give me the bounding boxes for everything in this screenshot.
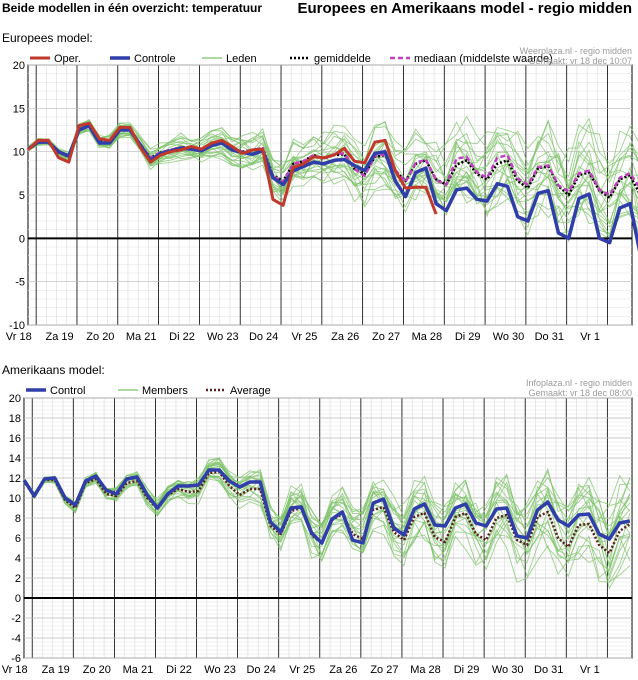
y-tick-label: 20 (9, 393, 21, 405)
x-tick-label: Ma 28 (410, 664, 441, 676)
x-tick-label: Za 26 (331, 331, 359, 343)
x-tick-label: Zo 27 (372, 331, 400, 343)
y-tick-label: 16 (9, 433, 21, 445)
member-series-line (27, 130, 638, 243)
x-tick-label: Vr 18 (6, 331, 32, 343)
x-tick-label: Ma 21 (123, 664, 154, 676)
x-tick-label: Zo 20 (83, 664, 111, 676)
y-tick-label: 20 (13, 60, 25, 72)
x-tick-label: Zo 20 (86, 331, 114, 343)
y-tick-label: 0 (15, 593, 21, 605)
x-tick-label: Za 19 (42, 664, 70, 676)
x-tick-label: Wo 23 (204, 664, 236, 676)
y-tick-label: 8 (15, 513, 21, 525)
x-tick-label: Zo 27 (370, 664, 398, 676)
x-tick-label: Wo 30 (493, 331, 525, 343)
made-timestamp: Gemaakt: vr 18 dec 08:00 (528, 388, 632, 398)
made-timestamp: Gemaakt: vr 18 dec 10:07 (528, 56, 632, 66)
series-line-control (22, 468, 631, 545)
member-series-line (23, 457, 630, 537)
y-tick-label: 6 (15, 533, 21, 545)
y-tick-label: 0 (19, 233, 25, 245)
legend-label-members: Leden (226, 53, 257, 65)
y-tick-label: -4 (11, 633, 21, 645)
page-title-right: Europees en Amerikaans model - regio mid… (297, 0, 632, 17)
y-tick-label: 10 (9, 493, 21, 505)
legend-label-average_dots: Average (230, 385, 271, 397)
x-tick-label: Di 29 (455, 331, 481, 343)
x-tick-label: Vr 25 (291, 331, 317, 343)
y-tick-label: -6 (11, 653, 21, 665)
member-series-line (27, 118, 638, 180)
legend-label-mean: gemiddelde (314, 53, 371, 65)
y-tick-label: 14 (9, 453, 21, 465)
x-tick-label: Do 31 (535, 331, 564, 343)
x-tick-label: Ma 28 (412, 331, 443, 343)
x-tick-label: Do 31 (534, 664, 563, 676)
y-tick-label: 2 (15, 573, 21, 585)
europees-model-label: Europees model: (2, 31, 93, 45)
y-tick-label: 12 (9, 473, 21, 485)
x-tick-label: Do 24 (246, 664, 275, 676)
y-tick-label: 18 (9, 413, 21, 425)
y-tick-label: -5 (15, 277, 25, 289)
x-tick-label: Do 24 (249, 331, 278, 343)
legend-label-oper: Oper. (54, 53, 81, 65)
legend-label-control: Controle (134, 53, 176, 65)
y-tick-label: 5 (19, 190, 25, 202)
x-tick-label: Wo 30 (492, 664, 524, 676)
x-tick-label: Di 22 (169, 331, 195, 343)
page-title-left: Beide modellen in één overzicht: tempera… (2, 1, 263, 15)
legend-label-members: Members (142, 385, 188, 397)
member-series-line (23, 476, 631, 590)
x-tick-label: Vr 18 (2, 664, 28, 676)
member-series-line (27, 117, 638, 178)
source-text: Infoplaza.nl - regio midden (526, 378, 632, 388)
series-line-oper (26, 121, 438, 215)
x-tick-label: Vr 25 (289, 664, 315, 676)
amerikaans-model-label: Amerikaans model: (2, 363, 105, 377)
x-tick-label: Di 22 (166, 664, 192, 676)
x-tick-label: Ma 21 (126, 331, 157, 343)
x-tick-label: Di 29 (454, 664, 480, 676)
x-tick-label: Za 26 (329, 664, 357, 676)
member-series-line (27, 115, 638, 174)
source-text: Weerplaza.nl - regio midden (520, 46, 632, 56)
legend-label-control: Control (50, 385, 85, 397)
y-tick-label: -10 (9, 320, 25, 332)
x-tick-label: Za 19 (45, 331, 73, 343)
y-tick-label: 4 (15, 553, 21, 565)
series-line-average_dots (22, 470, 631, 555)
y-tick-label: 15 (13, 103, 25, 115)
x-tick-label: Vr 1 (580, 331, 600, 343)
x-tick-label: Wo 23 (207, 331, 239, 343)
y-tick-label: -2 (11, 613, 21, 625)
y-tick-label: 10 (13, 147, 25, 159)
legend-label-median: mediaan (middelste waarde) (414, 53, 553, 65)
x-tick-label: Vr 1 (580, 664, 600, 676)
